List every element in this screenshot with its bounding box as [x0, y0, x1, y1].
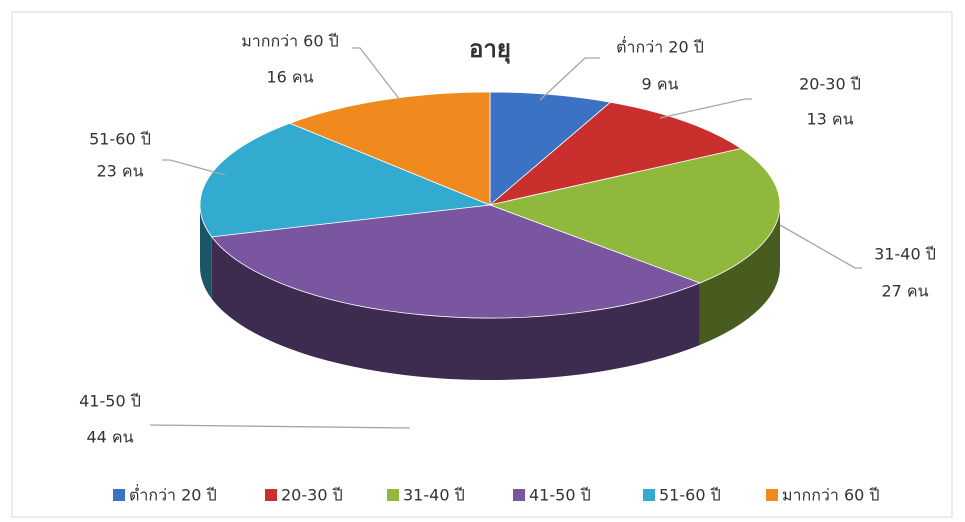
leader-line — [149, 424, 411, 429]
slice — [199, 122, 491, 238]
legend-label: ต่ำกว่า 20 ปี — [129, 484, 217, 505]
legend-swatch — [113, 489, 125, 501]
data-label: 16 คน — [266, 68, 313, 87]
legend-swatch — [513, 489, 525, 501]
slice-side — [200, 205, 212, 299]
data-label: 44 คน — [86, 428, 133, 447]
leader-line — [352, 47, 401, 101]
slice — [489, 91, 612, 206]
legend-label: มากกว่า 60 ปี — [782, 486, 880, 505]
legend-label: 41-50 ปี — [529, 486, 591, 505]
legend-label: 51-60 ปี — [659, 486, 721, 505]
slice — [211, 204, 701, 319]
chart-title: อายุ — [469, 35, 511, 65]
data-label-category: 51-60 ปี — [89, 130, 151, 149]
leader-line — [659, 98, 752, 119]
pie — [199, 91, 781, 380]
legend-swatch — [387, 489, 399, 501]
data-label: 9 คน — [642, 75, 679, 94]
slice — [488, 148, 781, 284]
slice — [288, 91, 491, 206]
leader-line — [162, 159, 226, 176]
data-label-category: ต่ำกว่า 20 ปี — [616, 36, 704, 57]
leader-line — [779, 224, 862, 269]
legend-label: 31-40 ปี — [403, 486, 465, 505]
data-label: 27 คน — [881, 282, 928, 301]
data-label-category: 20-30 ปี — [799, 75, 861, 94]
legend-swatch — [265, 489, 277, 501]
slice-side — [699, 205, 780, 345]
data-label: 23 คน — [96, 162, 143, 181]
legend-swatch — [643, 489, 655, 501]
data-label-category: 31-40 ปี — [874, 245, 936, 264]
data-label-category: มากกว่า 60 ปี — [241, 32, 339, 51]
legend-swatch — [766, 489, 778, 501]
slice — [489, 101, 743, 206]
legend-label: 20-30 ปี — [281, 486, 343, 505]
slice-side — [211, 236, 700, 380]
leader-line — [539, 57, 600, 101]
data-label-category: 41-50 ปี — [79, 392, 141, 411]
data-label: 13 คน — [806, 110, 853, 129]
